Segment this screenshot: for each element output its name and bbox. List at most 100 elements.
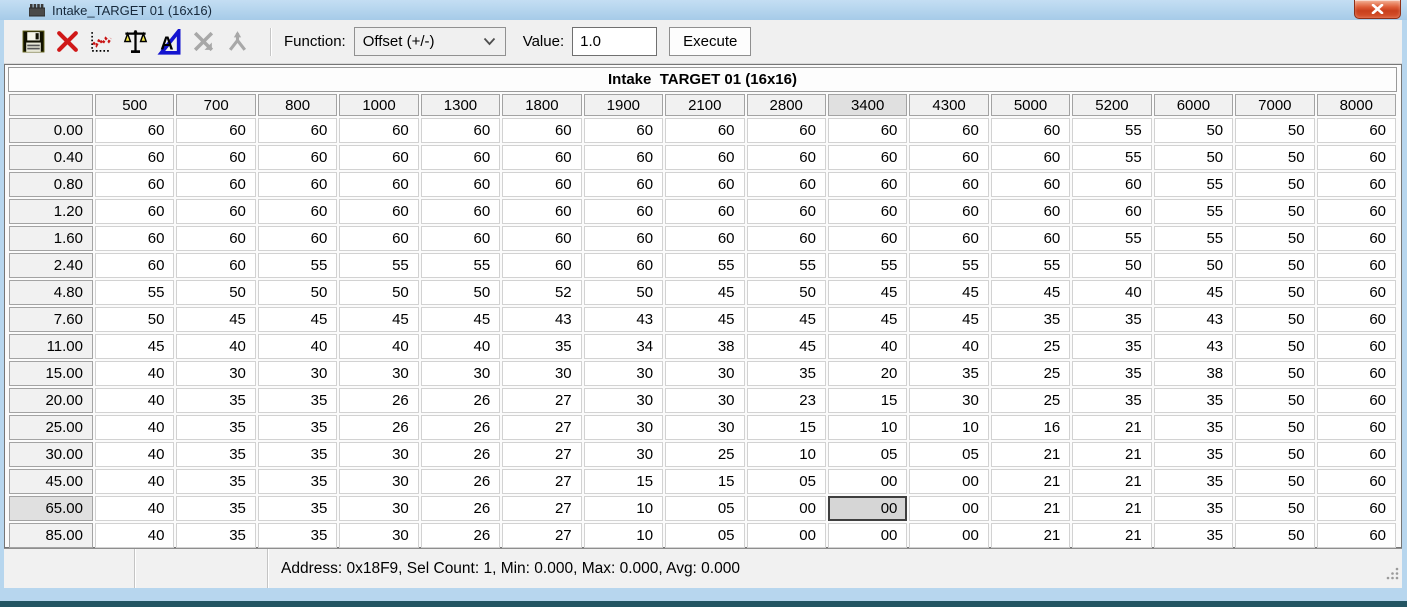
table-cell[interactable]: 26: [420, 469, 501, 494]
table-cell[interactable]: 34: [583, 334, 664, 359]
table-cell[interactable]: 60: [1316, 118, 1396, 143]
table-cell[interactable]: 40: [95, 388, 175, 413]
table-cell[interactable]: 60: [95, 226, 175, 251]
column-header-800[interactable]: 800: [257, 94, 338, 116]
table-cell[interactable]: 60: [1316, 469, 1396, 494]
table-cell[interactable]: 50: [1235, 334, 1315, 359]
table-cell[interactable]: 00: [746, 496, 826, 521]
table-cell[interactable]: 40: [420, 334, 501, 359]
table-cell[interactable]: 50: [1235, 496, 1315, 521]
table-cell[interactable]: 60: [909, 145, 989, 170]
table-cell[interactable]: 21: [990, 523, 1071, 548]
table-cell[interactable]: 35: [257, 388, 338, 413]
table-cell[interactable]: 60: [95, 145, 175, 170]
table-cell[interactable]: 45: [990, 280, 1071, 305]
table-cell[interactable]: 55: [665, 253, 745, 278]
table-cell[interactable]: 50: [1235, 118, 1315, 143]
column-header-1300[interactable]: 1300: [420, 94, 501, 116]
table-cell[interactable]: 45: [665, 280, 745, 305]
table-cell[interactable]: 60: [420, 199, 501, 224]
table-cell[interactable]: 30: [339, 496, 419, 521]
table-cell[interactable]: 30: [339, 523, 419, 548]
table-cell[interactable]: 50: [1235, 226, 1315, 251]
function-dropdown[interactable]: Offset (+/-): [353, 27, 506, 56]
table-cell[interactable]: 60: [502, 226, 582, 251]
table-cell[interactable]: 60: [257, 145, 338, 170]
table-cell[interactable]: 40: [827, 334, 908, 359]
table-cell[interactable]: 50: [1235, 523, 1315, 548]
table-cell[interactable]: 60: [502, 253, 582, 278]
table-cell[interactable]: 15: [746, 415, 826, 440]
table-cell[interactable]: 30: [176, 361, 256, 386]
table-cell[interactable]: 60: [583, 118, 664, 143]
table-cell[interactable]: 60: [909, 172, 989, 197]
row-header-20.00[interactable]: 20.00: [9, 388, 93, 413]
table-cell[interactable]: 25: [665, 442, 745, 467]
table-cell[interactable]: 50: [339, 280, 419, 305]
table-cell[interactable]: 40: [339, 334, 419, 359]
table-cell[interactable]: 60: [990, 226, 1071, 251]
table-cell[interactable]: 60: [95, 199, 175, 224]
close-button[interactable]: [1354, 0, 1401, 19]
table-cell[interactable]: 60: [1072, 172, 1152, 197]
table-cell[interactable]: 60: [990, 118, 1071, 143]
table-cell[interactable]: 60: [1316, 253, 1396, 278]
table-cell[interactable]: 35: [909, 361, 989, 386]
table-cell[interactable]: 45: [1153, 280, 1234, 305]
table-cell[interactable]: 50: [176, 280, 256, 305]
table-cell[interactable]: 60: [339, 145, 419, 170]
table-cell[interactable]: 45: [909, 280, 989, 305]
table-cell[interactable]: 60: [95, 253, 175, 278]
column-header-5000[interactable]: 5000: [990, 94, 1071, 116]
table-cell[interactable]: 21: [990, 442, 1071, 467]
table-cell[interactable]: 60: [827, 199, 908, 224]
table-cell[interactable]: 35: [1153, 388, 1234, 413]
table-cell[interactable]: 26: [420, 496, 501, 521]
delete-button[interactable]: [52, 26, 83, 57]
table-cell[interactable]: 55: [1072, 118, 1152, 143]
row-header-1.20[interactable]: 1.20: [9, 199, 93, 224]
table-cell[interactable]: 50: [1235, 253, 1315, 278]
table-cell[interactable]: 60: [1316, 388, 1396, 413]
table-cell[interactable]: 43: [502, 307, 582, 332]
table-cell[interactable]: 27: [502, 496, 582, 521]
table-cell[interactable]: 60: [176, 253, 256, 278]
table-cell[interactable]: 30: [339, 361, 419, 386]
table-cell[interactable]: 45: [909, 307, 989, 332]
table-cell[interactable]: 60: [583, 226, 664, 251]
table-cell[interactable]: 55: [339, 253, 419, 278]
table-cell[interactable]: 55: [420, 253, 501, 278]
table-cell[interactable]: 60: [339, 118, 419, 143]
table-cell[interactable]: 27: [502, 442, 582, 467]
table-cell[interactable]: 15: [827, 388, 908, 413]
table-cell[interactable]: 35: [176, 415, 256, 440]
table-cell[interactable]: 26: [339, 388, 419, 413]
table-cell[interactable]: 60: [257, 199, 338, 224]
table-cell[interactable]: 50: [1235, 469, 1315, 494]
table-cell[interactable]: 40: [1072, 280, 1152, 305]
table-cell[interactable]: 60: [665, 199, 745, 224]
trace-button[interactable]: [86, 26, 117, 57]
row-header-0.00[interactable]: 0.00: [9, 118, 93, 143]
table-cell[interactable]: 45: [339, 307, 419, 332]
table-cell[interactable]: 27: [502, 469, 582, 494]
table-cell[interactable]: 25: [990, 334, 1071, 359]
table-cell[interactable]: 21: [990, 469, 1071, 494]
table-cell[interactable]: 60: [990, 145, 1071, 170]
row-header-2.40[interactable]: 2.40: [9, 253, 93, 278]
row-header-30.00[interactable]: 30.00: [9, 442, 93, 467]
column-header-6000[interactable]: 6000: [1153, 94, 1234, 116]
column-header-2100[interactable]: 2100: [665, 94, 745, 116]
table-cell[interactable]: 60: [420, 118, 501, 143]
table-cell[interactable]: 60: [257, 226, 338, 251]
table-cell[interactable]: 40: [95, 523, 175, 548]
table-cell[interactable]: 43: [583, 307, 664, 332]
table-cell[interactable]: 35: [176, 496, 256, 521]
table-cell[interactable]: 55: [1072, 226, 1152, 251]
table-cell[interactable]: 50: [583, 280, 664, 305]
table-cell[interactable]: 35: [176, 442, 256, 467]
table-cell[interactable]: 35: [1153, 469, 1234, 494]
table-cell[interactable]: 60: [420, 172, 501, 197]
table-cell[interactable]: 21: [1072, 442, 1152, 467]
table-cell[interactable]: 45: [665, 307, 745, 332]
